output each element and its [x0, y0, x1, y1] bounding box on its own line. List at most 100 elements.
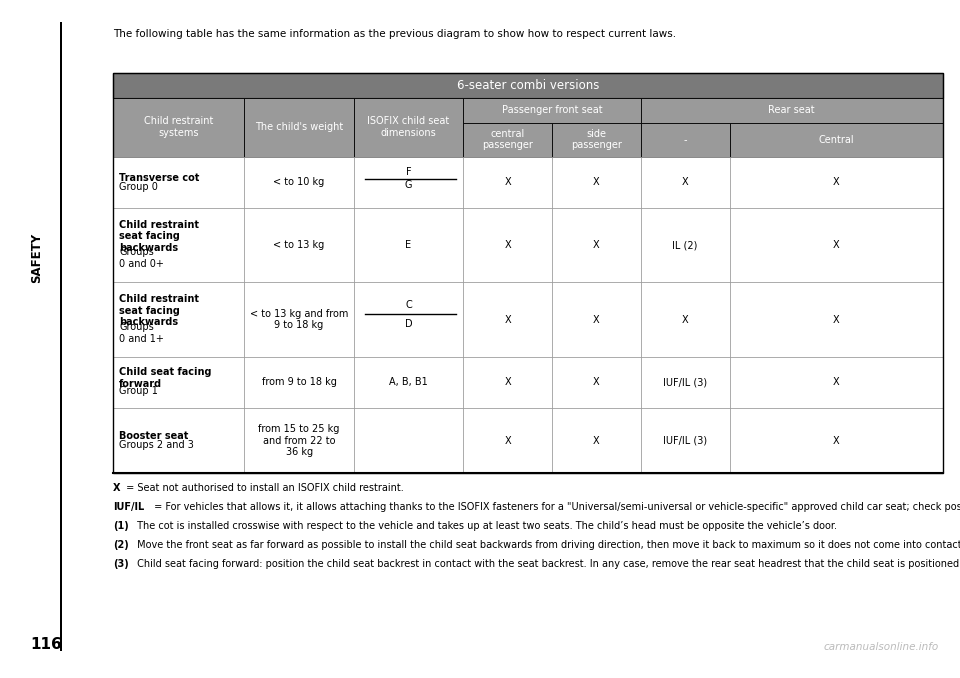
Text: C: C [405, 300, 412, 310]
Bar [730, 207, 943, 282]
Text: X: X [504, 177, 511, 187]
Text: Child restraint
systems: Child restraint systems [144, 117, 213, 138]
Bar [641, 282, 730, 357]
Text: X: X [833, 435, 839, 445]
Text: X: X [593, 315, 600, 325]
Text: carmanualsonline.info: carmanualsonline.info [824, 642, 939, 652]
Bar [552, 207, 641, 282]
Text: Groups
0 and 0+: Groups 0 and 0+ [119, 247, 164, 269]
Text: X: X [833, 240, 839, 250]
Bar [552, 157, 641, 207]
Text: Child restraint
seat facing
backwards: Child restraint seat facing backwards [119, 220, 199, 253]
Bar [113, 207, 245, 282]
Text: X: X [593, 177, 600, 187]
Bar [245, 282, 354, 357]
Text: X: X [593, 435, 600, 445]
Bar [113, 357, 245, 408]
Text: IUF/IL (3): IUF/IL (3) [663, 378, 708, 387]
Text: = Seat not authorised to install an ISOFIX child restraint.: = Seat not authorised to install an ISOF… [123, 483, 403, 493]
Bar [730, 282, 943, 357]
Bar [113, 408, 245, 473]
Bar [641, 408, 730, 473]
Text: G: G [405, 180, 412, 191]
Bar [552, 408, 641, 473]
Text: X: X [833, 315, 839, 325]
Text: from 15 to 25 kg
and from 22 to
36 kg: from 15 to 25 kg and from 22 to 36 kg [258, 424, 340, 457]
Bar [464, 98, 641, 123]
Text: < to 10 kg: < to 10 kg [274, 177, 324, 187]
Text: Child seat facing forward: position the child seat backrest in contact with the : Child seat facing forward: position the … [133, 559, 960, 569]
Bar [354, 408, 464, 473]
Text: IUF/IL: IUF/IL [113, 502, 145, 512]
Bar [354, 357, 464, 408]
Text: X: X [504, 315, 511, 325]
Text: side
passenger: side passenger [571, 129, 622, 151]
Text: Transverse cot: Transverse cot [119, 173, 200, 183]
Text: < to 13 kg: < to 13 kg [274, 240, 324, 250]
Bar [245, 98, 354, 157]
Text: X: X [504, 240, 511, 250]
Bar [113, 282, 245, 357]
Text: SAFETY: SAFETY [30, 233, 43, 283]
Text: Child restraint
seat facing
backwards: Child restraint seat facing backwards [119, 294, 199, 327]
Text: X: X [833, 177, 839, 187]
Text: Rear seat: Rear seat [768, 105, 815, 115]
Text: Central: Central [818, 135, 854, 144]
Bar [730, 357, 943, 408]
Text: Group 0: Group 0 [119, 182, 157, 192]
Bar [464, 157, 552, 207]
Bar [113, 98, 245, 157]
Text: Booster seat: Booster seat [119, 431, 188, 441]
Bar [464, 207, 552, 282]
Bar [245, 207, 354, 282]
Bar [464, 408, 552, 473]
Text: X: X [833, 378, 839, 387]
Bar [354, 157, 464, 207]
Text: The cot is installed crosswise with respect to the vehicle and takes up at least: The cot is installed crosswise with resp… [133, 521, 837, 531]
Bar [641, 98, 943, 123]
Text: ISOFIX child seat
dimensions: ISOFIX child seat dimensions [368, 117, 449, 138]
Bar [245, 408, 354, 473]
Bar [641, 157, 730, 207]
Text: = For vehicles that allows it, it allows attaching thanks to the ISOFIX fastener: = For vehicles that allows it, it allows… [151, 502, 960, 512]
Text: 6-seater combi versions: 6-seater combi versions [457, 79, 599, 92]
Bar [730, 408, 943, 473]
Bar [641, 207, 730, 282]
Bar [552, 123, 641, 157]
Bar [641, 357, 730, 408]
Bar [354, 282, 464, 357]
Text: X: X [504, 435, 511, 445]
Bar [113, 157, 245, 207]
Text: The following table has the same information as the previous diagram to show how: The following table has the same informa… [113, 29, 677, 39]
Text: 116: 116 [31, 637, 62, 652]
Text: IL (2): IL (2) [673, 240, 698, 250]
Text: from 9 to 18 kg: from 9 to 18 kg [262, 378, 337, 387]
Text: IUF/IL (3): IUF/IL (3) [663, 435, 708, 445]
Text: X: X [682, 177, 688, 187]
Text: X: X [593, 378, 600, 387]
Text: (2): (2) [113, 540, 129, 550]
Text: Child seat facing
forward: Child seat facing forward [119, 367, 211, 388]
Text: F: F [406, 167, 412, 177]
Text: Passenger front seat: Passenger front seat [502, 105, 602, 115]
Bar [354, 98, 464, 157]
Text: X: X [593, 240, 600, 250]
Bar [464, 123, 552, 157]
Text: < to 13 kg and from
9 to 18 kg: < to 13 kg and from 9 to 18 kg [250, 308, 348, 330]
Text: -: - [684, 135, 687, 144]
Text: Group 1: Group 1 [119, 386, 157, 396]
Text: Groups 2 and 3: Groups 2 and 3 [119, 440, 194, 450]
Text: X: X [504, 378, 511, 387]
Bar [552, 357, 641, 408]
Bar [730, 123, 943, 157]
Bar [245, 157, 354, 207]
Text: Move the front seat as far forward as possible to install the child seat backwar: Move the front seat as far forward as po… [133, 540, 960, 550]
Text: X: X [682, 315, 688, 325]
Bar [113, 73, 943, 473]
Text: Groups
0 and 1+: Groups 0 and 1+ [119, 322, 164, 344]
Text: X: X [113, 483, 121, 493]
Text: (1): (1) [113, 521, 129, 531]
Bar [113, 73, 943, 98]
Bar [354, 207, 464, 282]
Text: E: E [405, 240, 412, 250]
